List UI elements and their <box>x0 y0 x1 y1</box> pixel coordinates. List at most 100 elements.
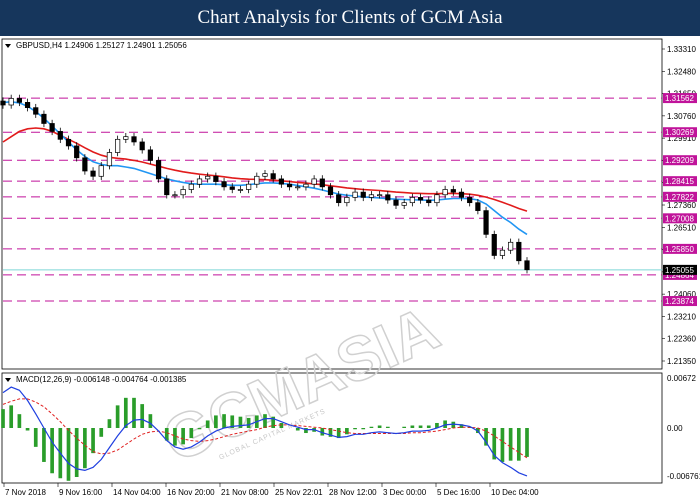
candle-body <box>409 197 415 204</box>
candle-body <box>180 189 186 196</box>
collapse-triangle-icon[interactable] <box>5 44 11 48</box>
candle-body <box>360 191 366 198</box>
price-axis-label: 1.23210 <box>667 312 696 321</box>
time-axis-label: 7 Nov 2018 <box>5 488 46 497</box>
candle-body <box>491 234 497 256</box>
candle-body <box>442 189 448 196</box>
price-axis-label: 1.29910 <box>667 134 696 143</box>
candle-body <box>196 178 203 185</box>
candle-body <box>229 186 235 190</box>
candle-body <box>295 186 301 189</box>
candle-body <box>246 183 252 190</box>
chart-title-banner: Chart Analysis for Clients of GCM Asia <box>0 0 700 36</box>
price-axis-label: 1.22360 <box>667 335 696 344</box>
candle-body <box>319 178 325 188</box>
main-plot-frame <box>1 38 663 370</box>
macd-axis-label: 0.00 <box>667 424 683 433</box>
candle-body <box>8 98 14 106</box>
level-tag <box>663 243 697 254</box>
candle-body <box>286 183 293 188</box>
level-tag <box>663 155 697 166</box>
level-tag <box>663 93 697 104</box>
candle-body <box>106 152 113 167</box>
candle-body <box>385 194 391 201</box>
candle-body <box>368 194 375 198</box>
candle-body <box>327 186 334 196</box>
candle-body <box>401 202 407 206</box>
candle-body <box>483 210 489 235</box>
level-tag <box>663 269 697 280</box>
macd-main-line <box>2 386 528 477</box>
price-axis-label: 1.32480 <box>667 67 696 76</box>
candle-body <box>311 178 317 185</box>
candle-body <box>155 160 162 180</box>
time-axis-label: 28 Nov 12:00 <box>329 488 377 497</box>
chart-area: GCMASIA GLOBAL CAPITAL MARKETS 1.333101.… <box>0 38 700 497</box>
candle-body <box>450 189 456 193</box>
level-label: 1.27822 <box>665 193 694 202</box>
level-label: 1.29209 <box>665 156 694 165</box>
current-price-label: 1.25055 <box>665 266 694 275</box>
macd-collapse-triangle-icon[interactable] <box>5 378 11 382</box>
time-axis-label: 9 Nov 16:00 <box>59 488 103 497</box>
level-label: 1.28415 <box>665 177 694 186</box>
candle-body <box>467 197 473 204</box>
candle-body <box>123 136 129 140</box>
candle-body <box>41 113 47 124</box>
candle-body <box>65 138 72 147</box>
candle-body <box>49 123 55 132</box>
candle-body <box>458 191 465 198</box>
macd-axis-label: -0.006761 <box>667 472 700 481</box>
candle-body <box>270 173 276 180</box>
candle-body <box>90 170 96 177</box>
time-axis-label: 25 Nov 22:01 <box>275 488 323 497</box>
candle-body <box>115 138 121 153</box>
level-tag <box>663 127 697 138</box>
level-tag <box>663 296 697 307</box>
candle-body <box>434 194 440 204</box>
candle-body <box>393 199 399 206</box>
time-axis-label: 14 Nov 04:00 <box>113 488 161 497</box>
level-label: 1.27008 <box>665 214 694 223</box>
main-chart-title: GBPUSD,H4 1.24906 1.25127 1.24901 1.2505… <box>16 41 187 50</box>
candle-body <box>336 194 342 204</box>
candle-body <box>417 197 424 201</box>
macd-signal-line <box>2 398 528 459</box>
time-axis-label: 5 Dec 16:00 <box>437 488 481 497</box>
time-axis-label: 10 Dec 04:00 <box>491 488 539 497</box>
price-axis-label: 1.33310 <box>667 45 696 54</box>
candle-body <box>33 107 39 115</box>
candle-body <box>508 241 514 251</box>
price-axis-label: 1.26510 <box>667 223 696 232</box>
candle-body <box>82 157 88 172</box>
candle-body <box>499 249 506 256</box>
candle-body <box>524 260 530 271</box>
candle-body <box>131 136 137 143</box>
level-tag <box>663 176 697 187</box>
macd-axis-label: 0.00672 <box>667 374 696 383</box>
candle-body <box>516 241 522 262</box>
candle-body <box>237 189 244 191</box>
candle-body <box>475 202 481 211</box>
level-label: 1.24864 <box>665 271 694 280</box>
current-price-tag <box>663 264 697 275</box>
fast-moving-average-line <box>2 100 528 236</box>
candle-body <box>139 141 145 151</box>
candle-body <box>188 183 194 190</box>
candle-body <box>221 181 227 188</box>
candle-body <box>164 178 170 196</box>
level-label: 1.23874 <box>665 297 694 306</box>
candle-body <box>303 183 309 188</box>
level-tag <box>663 191 697 202</box>
candle-body <box>24 102 31 108</box>
macd-title: MACD(12,26,9) -0.006148 -0.004764 -0.001… <box>16 375 187 384</box>
candle-body <box>344 197 350 204</box>
candle-body <box>254 175 260 185</box>
price-axis-label: 1.24060 <box>667 290 696 299</box>
candle-body <box>0 100 6 106</box>
candle-body <box>352 191 358 198</box>
level-tag <box>663 213 697 224</box>
candle-body <box>262 173 268 177</box>
candle-body <box>377 194 383 197</box>
candle-body <box>205 175 211 180</box>
